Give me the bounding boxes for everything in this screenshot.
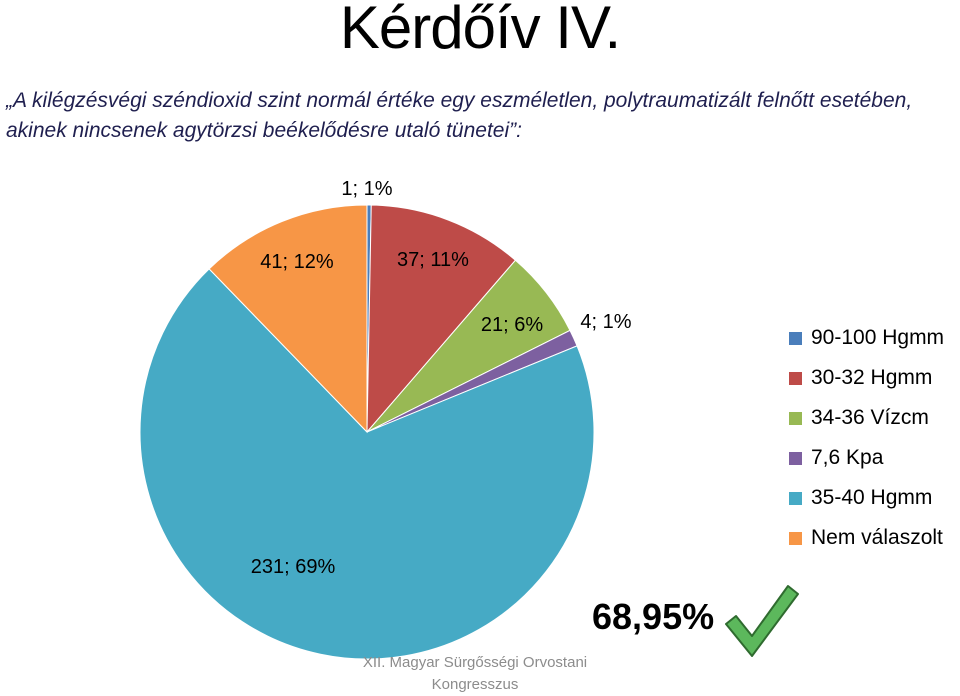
legend-swatch	[789, 491, 802, 505]
question-text: „A kilégzésvégi széndioxid szint normál …	[6, 89, 913, 142]
checkmark-icon	[725, 585, 799, 657]
legend-swatch	[789, 531, 802, 545]
data-label-3: 21; 6%	[481, 314, 543, 336]
legend-swatch	[789, 331, 802, 345]
pie-slice-5	[139, 268, 595, 660]
legend-item: 30-32 Hgmm	[789, 358, 944, 398]
footer-text: XII. Magyar Sürgősségi Orvostani Kongres…	[362, 654, 588, 693]
data-label-2: 37; 11%	[397, 249, 469, 271]
legend-label: Nem válaszolt	[811, 526, 943, 549]
legend-label: 30-32 Hgmm	[811, 366, 933, 389]
data-label-6: 41; 12%	[260, 251, 334, 273]
legend-label: 7,6 Kpa	[811, 446, 884, 469]
legend-swatch	[789, 411, 802, 425]
legend-swatch	[789, 451, 802, 465]
legend-swatch	[789, 371, 802, 385]
legend-item: 34-36 Vízcm	[789, 398, 944, 438]
data-label-4: 4; 1%	[580, 311, 631, 333]
legend-item: 90-100 Hgmm	[789, 318, 944, 358]
legend-label: 35-40 Hgmm	[811, 486, 933, 509]
legend-label: 34-36 Vízcm	[811, 406, 929, 429]
pie-slice-6	[208, 204, 368, 434]
highlight-value: 68,95%	[592, 596, 715, 637]
data-label-1: 1; 1%	[341, 178, 392, 200]
legend-item: 7,6 Kpa	[789, 438, 944, 478]
pie-slice-2	[366, 204, 517, 434]
data-label-5: 231; 69%	[251, 556, 336, 578]
legend-item: 35-40 Hgmm	[789, 478, 944, 518]
page-title: Kérdőív IV.	[339, 0, 621, 61]
legend-label: 90-100 Hgmm	[811, 326, 945, 349]
chart-legend: 90-100 Hgmm 30-32 Hgmm 34-36 Vízcm 7,6 Kpa 3…	[789, 318, 944, 558]
legend-item: Nem válaszolt	[789, 518, 944, 558]
